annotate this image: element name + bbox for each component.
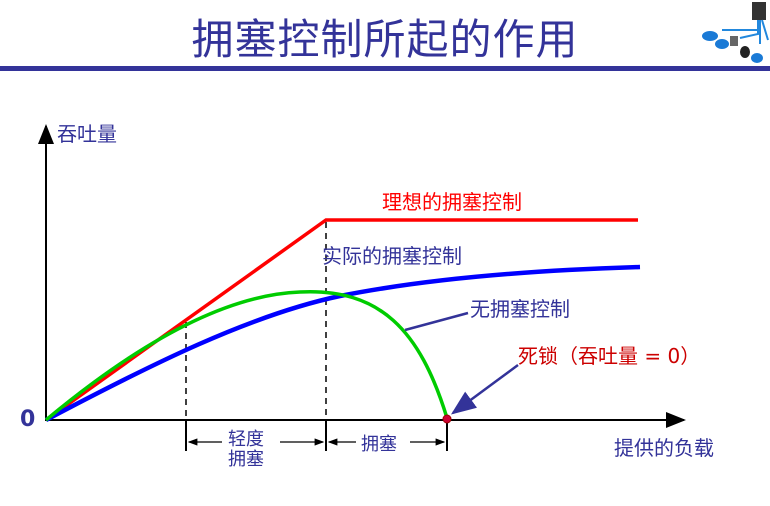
actual-curve-label: 实际的拥塞控制 — [322, 244, 462, 268]
deadlock-label: 死锁（吞吐量 = 0） — [518, 344, 701, 368]
title-divider — [0, 66, 770, 71]
deadlock-point — [442, 414, 452, 424]
congestion-label: 拥塞 — [361, 434, 397, 455]
ideal-curve-label: 理想的拥塞控制 — [382, 190, 522, 214]
no-control-pointer — [404, 311, 469, 332]
light-congestion-line1: 轻度 — [228, 429, 264, 450]
y-axis-label: 吞吐量 — [57, 122, 117, 146]
light-congestion-line2: 拥塞 — [228, 449, 264, 470]
no-control-curve — [44, 290, 449, 422]
deadlock-pointer — [450, 363, 519, 415]
no-control-curve-label: 无拥塞控制 — [470, 297, 570, 321]
light-congestion-label: 轻度 拥塞 — [228, 430, 264, 470]
origin-label: 0 — [20, 407, 36, 432]
slide-title: 拥塞控制所起的作用 — [191, 15, 579, 64]
region-ticks — [185, 420, 448, 451]
x-axis-label: 提供的负载 — [614, 436, 714, 460]
